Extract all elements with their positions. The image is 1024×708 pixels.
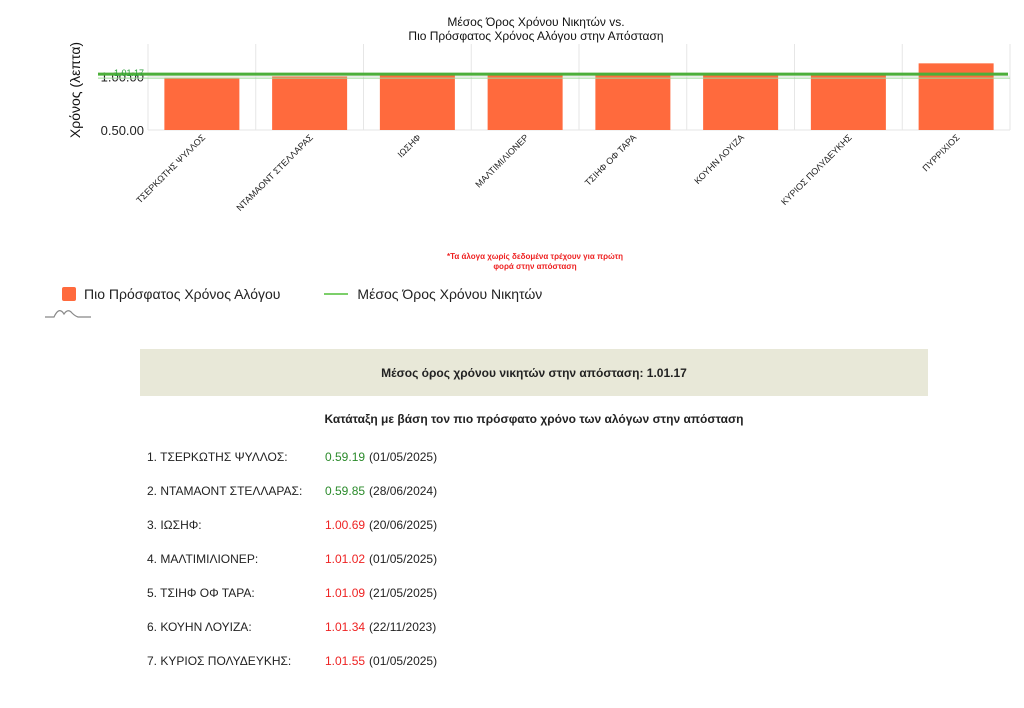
summary-text: Μέσος όρος χρόνου νικητών στην απόσταση:… — [381, 365, 687, 380]
x-tick-label: ΙΩΣΗΦ — [396, 132, 423, 159]
y-axis-title: Χρόνος (λεπτα) — [67, 42, 83, 138]
legend: Πιο Πρόσφατος Χρόνος Αλόγου Μέσος Όρος Χ… — [62, 283, 542, 305]
bar[interactable] — [272, 76, 348, 130]
x-tick-label: ΠΥΡΡΙΧΙΟΣ — [920, 132, 961, 173]
ranking-item: 4. ΜΑΛΤΙΜΙΛΙΟΝΕΡ: 1.01.02 (01/05/2025) — [147, 552, 747, 586]
bars — [164, 63, 994, 130]
ranking-horse-name: 3. ΙΩΣΗΦ: — [147, 518, 202, 532]
average-line-label: 1.01.17 — [114, 68, 144, 78]
ranking-horse-name: 5. ΤΣΙΗΦ ΟΦ ΤΑΡΑ: — [147, 586, 255, 600]
ranking-time: 1.00.69 — [325, 518, 366, 532]
ranking-horse-name: 7. ΚΥΡΙΟΣ ΠΟΛΥΔΕΥΚΗΣ: — [147, 654, 292, 668]
ranking-title: Κατάταξη με βάση τον πιο πρόσφατο χρόνο … — [324, 412, 744, 426]
x-axis-labels: ΤΣΕΡΚΩΤΗΣ ΨΥΛΛΟΣ ΝΤΑΜΑΟΝΤ ΣΤΕΛΛΑΡΑΣ ΙΩΣΗΦ Μ… — [134, 132, 961, 213]
ranking-time: 1.01.34 — [325, 620, 366, 634]
chart-subtitle: Πιο Πρόσφατος Χρόνος Αλόγου στην Απόστασ… — [408, 29, 663, 43]
ranking-horse-name: 1. ΤΣΕΡΚΩΤΗΣ ΨΥΛΛΟΣ: — [147, 450, 288, 464]
ranking-item: 6. ΚΟΥΗΝ ΛΟΥΙΖΑ: 1.01.34 (22/11/2023) — [147, 620, 747, 654]
bar[interactable] — [595, 74, 671, 130]
bar-chart: Μέσος Όρος Χρόνου Νικητών vs. Πιο Πρόσφα… — [67, 15, 1011, 213]
summary-bar: Μέσος όρος χρόνου νικητών στην απόσταση:… — [140, 349, 928, 396]
ranking-date: (01/05/2025) — [369, 654, 438, 668]
x-tick-label: ΚΟΥΗΝ ΛΟΥΙΖΑ — [692, 132, 746, 186]
y-axis-ticks: 0.50.001.00.00 — [101, 69, 144, 138]
footnote: *Τα άλογα χωρίς δεδομένα τρέχουν για πρώ… — [390, 252, 680, 272]
ranking-time: 1.01.55 — [325, 654, 366, 668]
ranking-horse-name: 6. ΚΟΥΗΝ ΛΟΥΙΖΑ: — [147, 620, 252, 634]
ranking-time: 1.01.09 — [325, 586, 366, 600]
mountain-icon[interactable] — [44, 302, 92, 320]
bar[interactable] — [703, 73, 779, 130]
x-tick-label: ΤΣΙΗΦ ΟΦ ΤΑΡΑ — [583, 132, 638, 187]
bar[interactable] — [487, 74, 563, 130]
legend-line-swatch[interactable] — [324, 293, 349, 295]
x-tick-label: ΤΣΕΡΚΩΤΗΣ ΨΥΛΛΟΣ — [134, 132, 207, 205]
legend-bar-label[interactable]: Πιο Πρόσφατος Χρόνος Αλόγου — [84, 286, 281, 302]
ranking-time: 0.59.85 — [325, 484, 366, 498]
chart-title: Μέσος Όρος Χρόνου Νικητών vs. — [447, 15, 624, 29]
ranking-date: (20/06/2025) — [369, 518, 438, 532]
ranking-date: (28/06/2024) — [369, 484, 438, 498]
ranking-time: 1.01.02 — [325, 552, 366, 566]
ranking-date: (01/05/2025) — [369, 450, 438, 464]
x-tick-label: ΚΥΡΙΟΣ ΠΟΛΥΔΕΥΚΗΣ — [779, 132, 854, 207]
footnote-line-2: φορά στην απόσταση — [493, 262, 577, 271]
ranking-item: 2. ΝΤΑΜΑΟΝΤ ΣΤΕΛΛΑΡΑΣ: 0.59.85 (28/06/2024… — [147, 484, 747, 518]
ranking-horse-name: 2. ΝΤΑΜΑΟΝΤ ΣΤΕΛΛΑΡΑΣ: — [147, 484, 303, 498]
ranking-list: 1. ΤΣΕΡΚΩΤΗΣ ΨΥΛΛΟΣ: 0.59.19 (01/05/2025) 2… — [147, 450, 747, 688]
ranking-date: (21/05/2025) — [369, 586, 438, 600]
ranking-date: (01/05/2025) — [369, 552, 438, 566]
legend-line-label[interactable]: Μέσος Όρος Χρόνου Νικητών — [357, 286, 543, 302]
average-line-group: 1.01.17 — [98, 68, 1010, 79]
x-tick-label: ΝΤΑΜΑΟΝΤ ΣΤΕΛΛΑΡΑΣ — [234, 132, 315, 213]
bar[interactable] — [379, 75, 455, 130]
ranking-date: (22/11/2023) — [369, 620, 437, 634]
x-tick-label: ΜΑΛΤΙΜΙΛΙΟΝΕΡ — [473, 132, 530, 189]
ranking-time: 0.59.19 — [325, 450, 366, 464]
ranking-item: 7. ΚΥΡΙΟΣ ΠΟΛΥΔΕΥΚΗΣ: 1.01.55 (01/05/2025) — [147, 654, 747, 688]
ranking-item: 5. ΤΣΙΗΦ ΟΦ ΤΑΡΑ: 1.01.09 (21/05/2025) — [147, 586, 747, 620]
ranking-item: 3. ΙΩΣΗΦ: 1.00.69 (20/06/2025) — [147, 518, 747, 552]
ranking-horse-name: 4. ΜΑΛΤΙΜΙΛΙΟΝΕΡ: — [147, 552, 259, 566]
y-tick-label: 0.50.00 — [101, 123, 144, 138]
legend-bar-swatch[interactable] — [62, 287, 76, 301]
bar[interactable] — [164, 77, 240, 130]
bar[interactable] — [810, 73, 886, 130]
ranking-item: 1. ΤΣΕΡΚΩΤΗΣ ΨΥΛΛΟΣ: 0.59.19 (01/05/2025) — [147, 450, 747, 484]
footnote-line-1: *Τα άλογα χωρίς δεδομένα τρέχουν για πρώ… — [446, 252, 624, 261]
